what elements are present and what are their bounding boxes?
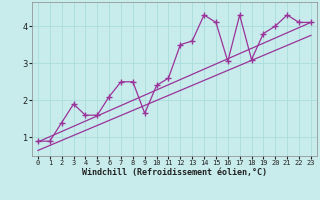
X-axis label: Windchill (Refroidissement éolien,°C): Windchill (Refroidissement éolien,°C) bbox=[82, 168, 267, 177]
